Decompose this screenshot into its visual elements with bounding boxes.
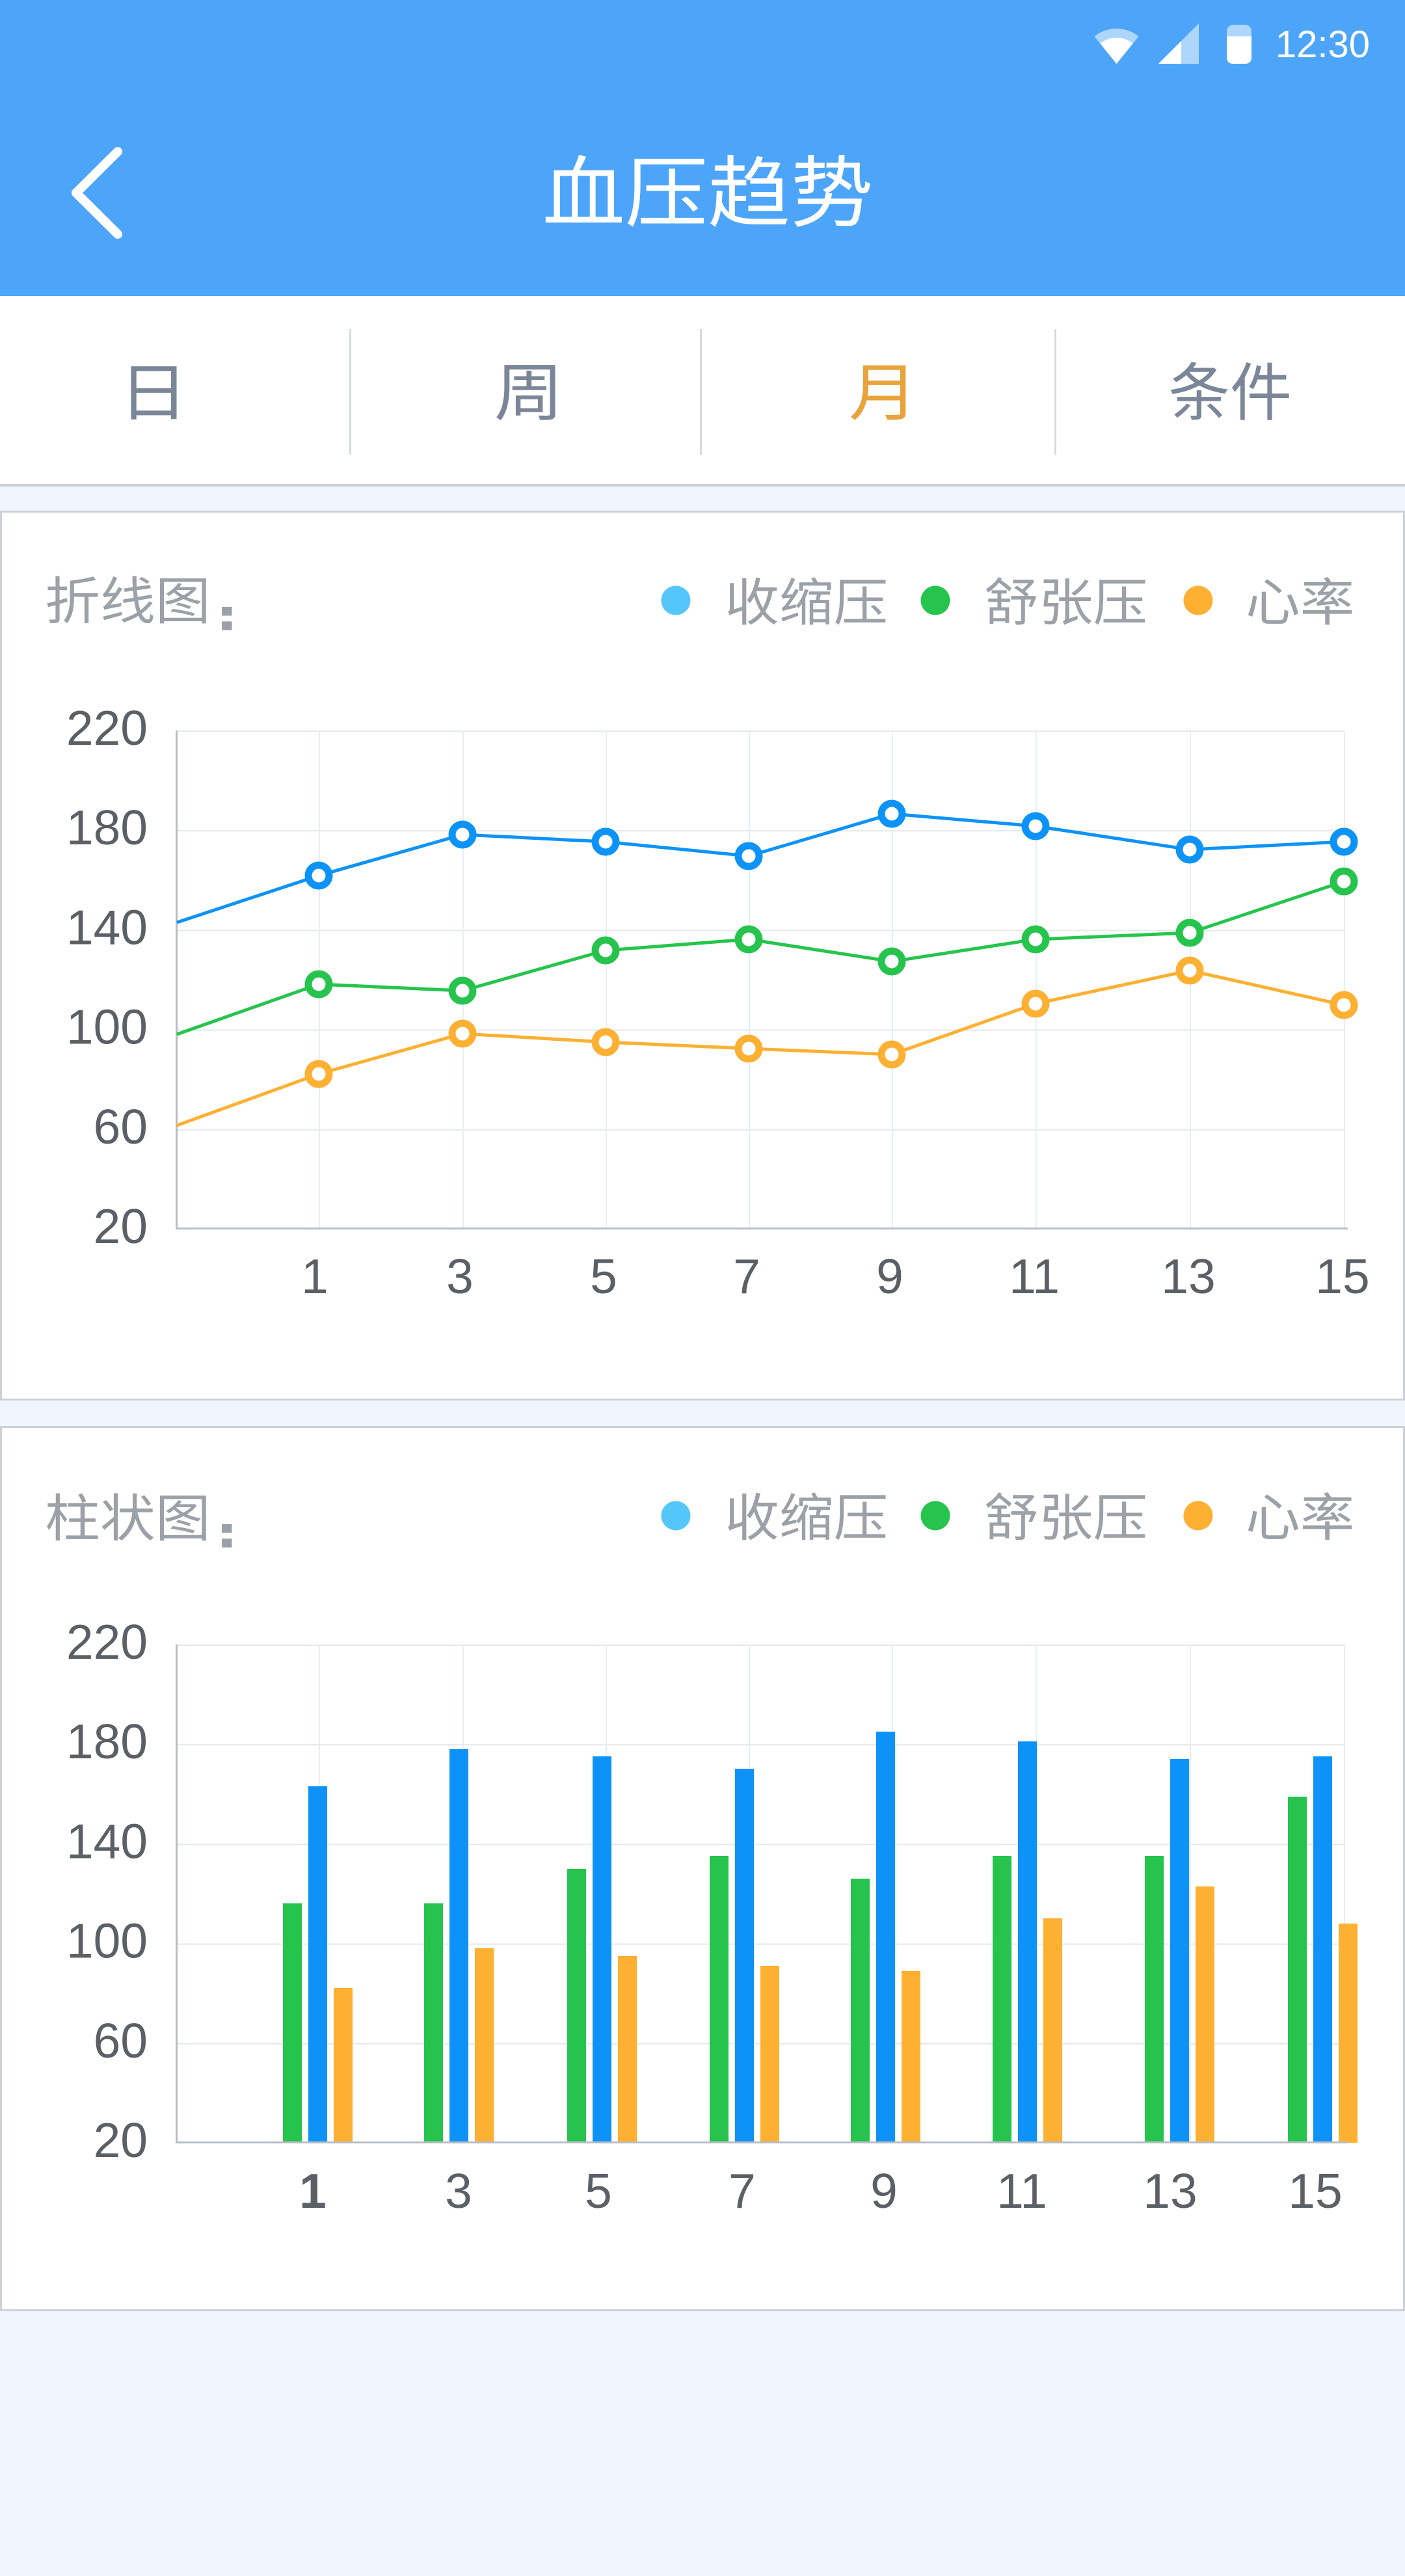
svg-text:5: 5 [585,2164,612,2218]
svg-text:12:30: 12:30 [1276,23,1370,66]
svg-text:220: 220 [66,1615,148,1669]
svg-text:13: 13 [1143,2164,1197,2218]
svg-text:20: 20 [94,1199,148,1254]
svg-text:140: 140 [66,1814,148,1868]
svg-text:1: 1 [301,1249,328,1304]
svg-text:7: 7 [733,1249,760,1304]
svg-text:3: 3 [446,1249,474,1304]
svg-text:11: 11 [997,2164,1047,2218]
svg-text:100: 100 [66,1000,148,1054]
svg-text:9: 9 [876,1249,903,1304]
svg-text:60: 60 [94,2013,148,2068]
svg-text:11: 11 [1009,1249,1060,1304]
svg-text:20: 20 [94,2113,148,2167]
svg-text:220: 220 [66,701,148,755]
svg-text:9: 9 [870,2164,898,2218]
svg-text:100: 100 [66,1914,148,1968]
svg-text:5: 5 [590,1249,617,1304]
svg-text:13: 13 [1161,1249,1215,1304]
svg-text:15: 15 [1288,2164,1342,2218]
svg-text:180: 180 [66,800,148,855]
svg-text:60: 60 [94,1099,148,1154]
svg-text:1: 1 [299,2164,327,2218]
svg-text:140: 140 [66,900,148,954]
svg-text:3: 3 [445,2164,472,2218]
svg-text:15: 15 [1315,1249,1369,1304]
svg-text:7: 7 [729,2164,756,2218]
svg-text:180: 180 [66,1714,148,1769]
